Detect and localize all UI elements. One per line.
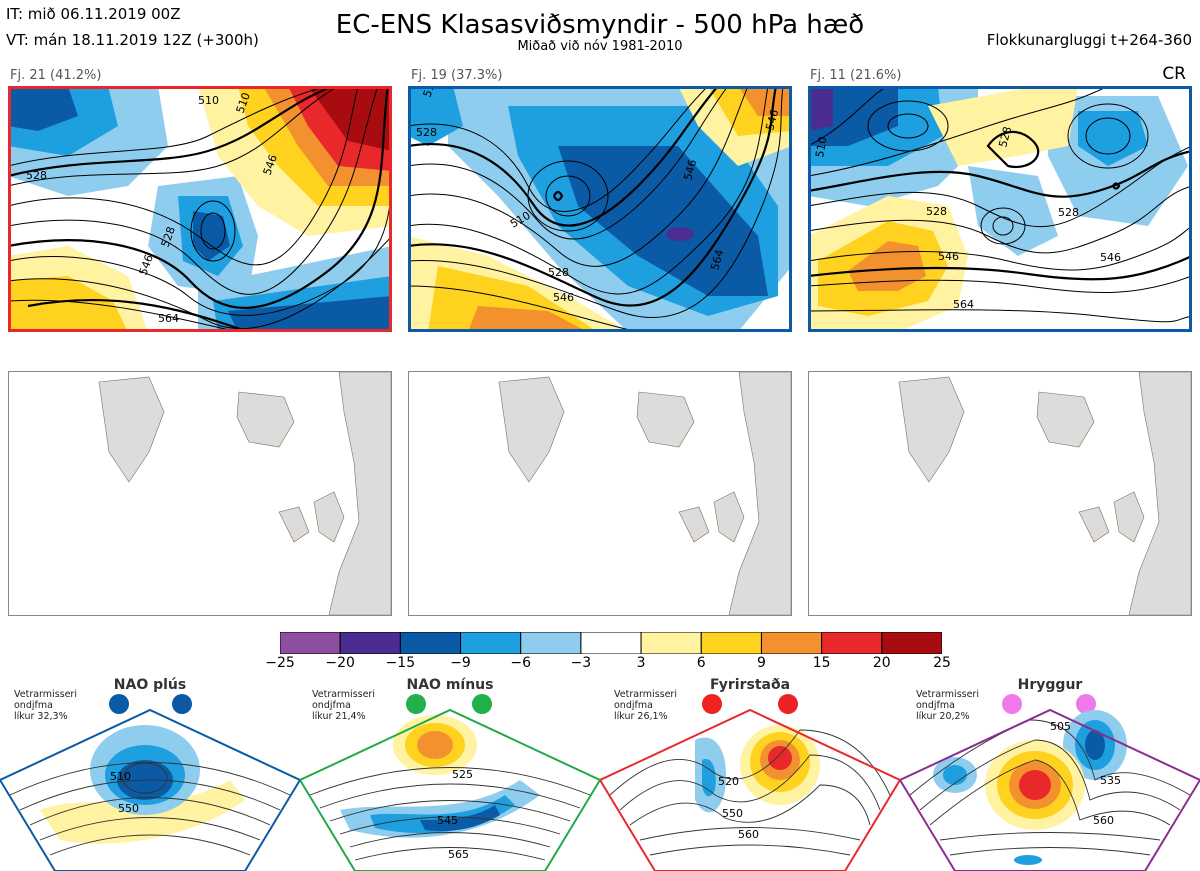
colorbar-tick-label: 25: [933, 655, 951, 671]
contour-label: 546: [1100, 251, 1121, 264]
contour-label: 546: [553, 291, 574, 304]
colorbar-tick-label: 15: [812, 655, 831, 671]
colorbar-swatch: [520, 631, 582, 655]
contour-label: 564: [953, 298, 974, 311]
regime-dot: [406, 694, 426, 714]
colorbar: [279, 631, 943, 655]
contour-label: 528: [548, 266, 569, 279]
empty-map-2: [408, 371, 792, 616]
cluster-3-map: 510 528 528 528 546 546 564: [808, 86, 1192, 332]
cluster-3-label: Fj. 11 (21.6%): [810, 68, 902, 83]
page-subtitle: Miðað við nóv 1981-2010: [517, 39, 683, 54]
colorbar-tick-label: −20: [325, 655, 355, 671]
page-title: EC-ENS Klasasviðsmyndir - 500 hPa hæð: [335, 10, 865, 40]
contour-label: 510: [813, 136, 829, 159]
colorbar-tick-label: −3: [570, 655, 592, 671]
colorbar-tick-label: −25: [265, 655, 295, 671]
colorbar-swatch: [399, 631, 462, 655]
regime-title: NAO plús: [113, 677, 187, 693]
cluster-2-map: 510 528 510 528 546 546 546 564: [408, 86, 792, 332]
contour-label: 528: [1058, 206, 1079, 219]
contour-label: 528: [926, 205, 947, 218]
regime-nao-plus: NAO plús Vetrarmisseri ondjfma líkur 32,…: [0, 677, 300, 871]
regime-dot: [702, 694, 722, 714]
regime-title: NAO mínus: [406, 677, 494, 693]
classification-window: Flokkunargluggi t+264-360: [986, 31, 1192, 49]
regime-dot: [172, 694, 192, 714]
contour-label: 528: [416, 126, 437, 139]
empty-map-3: [808, 371, 1192, 616]
regime-side-text: Vetrarmisseri ondjfma líkur 20,2%: [916, 689, 979, 722]
corner-label: CR: [1162, 64, 1186, 84]
regime-dot: [1076, 694, 1096, 714]
regime-dot: [109, 694, 129, 714]
cluster-2-label: Fj. 19 (37.3%): [411, 68, 503, 83]
regime-side-text: Vetrarmisseri ondjfma líkur 26,1%: [614, 689, 677, 722]
regime-ridge: Hryggur Vetrarmisseri ondjfma líkur 20,2…: [900, 677, 1200, 871]
colorbar-swatch: [279, 631, 341, 655]
contour-label: 528: [996, 125, 1014, 149]
colorbar-swatch: [460, 631, 522, 655]
regime-dot: [1002, 694, 1022, 714]
init-time: IT: mið 06.11.2019 00Z: [6, 5, 181, 23]
regime-title: Fyrirstaða: [709, 677, 791, 693]
cluster-2-frame: [408, 86, 792, 332]
colorbar-swatch: [580, 631, 642, 655]
contour-label: 546: [763, 108, 781, 132]
contour-label: 560: [1093, 814, 1114, 827]
regime-title: Hryggur: [1017, 677, 1083, 693]
regime-blocking: Fyrirstaða Vetrarmisseri ondjfma líkur 2…: [600, 677, 900, 871]
colorbar-tick-label: −6: [510, 655, 532, 671]
cluster-1-map: 528 546 528 546 564 510 510: [8, 86, 392, 332]
regimes: NAO plús Vetrarmisseri ondjfma líkur 32,…: [0, 677, 1200, 871]
contour-label: 564: [158, 312, 179, 325]
cluster-1-frame: [8, 86, 392, 332]
colorbar-tick-label: −15: [385, 655, 416, 671]
regime-dot: [778, 694, 798, 714]
colorbar-swatch: [640, 631, 702, 655]
colorbar-tick-label: 9: [756, 655, 766, 671]
contour-label: 525: [452, 768, 473, 781]
contour-label: 528: [26, 169, 47, 182]
colorbar-swatch: [821, 631, 883, 655]
contour-label: 546: [938, 250, 959, 263]
empty-map-1: [8, 371, 392, 616]
contour-label: 505: [1050, 720, 1071, 733]
contour-label: 510: [198, 94, 219, 107]
contour-label: 550: [118, 802, 139, 815]
contour-label: 510: [110, 770, 131, 783]
colorbar-swatch: [700, 631, 762, 655]
contour-label: 545: [437, 814, 458, 827]
cluster-3-frame: [808, 86, 1192, 332]
cluster-1-label: Fj. 21 (41.2%): [10, 68, 102, 83]
colorbar-tick-label: −9: [450, 655, 471, 671]
colorbar-swatch: [881, 631, 943, 655]
regime-side-text: Vetrarmisseri ondjfma líkur 32,3%: [14, 689, 77, 722]
regime-nao-minus: NAO mínus Vetrarmisseri ondjfma líkur 21…: [300, 677, 600, 871]
colorbar-tick-label: 3: [636, 655, 646, 671]
colorbar-swatch: [339, 631, 401, 655]
colorbar-ticks: −25 −20 −15 −9 −6 −3 3 6 9 15 20 25: [265, 655, 951, 673]
contour-label: 565: [448, 848, 469, 861]
regime-side-text: Vetrarmisseri ondjfma líkur 21,4%: [312, 689, 375, 722]
colorbar-swatch: [760, 631, 823, 655]
contour-label: 564: [708, 248, 726, 272]
contour-label: 535: [1100, 774, 1121, 787]
valid-time: VT: mán 18.11.2019 12Z (+300h): [6, 31, 259, 49]
colorbar-tick-label: 20: [872, 655, 891, 671]
colorbar-tick-label: 6: [696, 655, 706, 671]
contour-label: 550: [722, 807, 743, 820]
contour-label: 520: [718, 775, 739, 788]
regime-dot: [472, 694, 492, 714]
contour-label: 560: [738, 828, 759, 841]
contour-label: 546: [681, 158, 699, 182]
